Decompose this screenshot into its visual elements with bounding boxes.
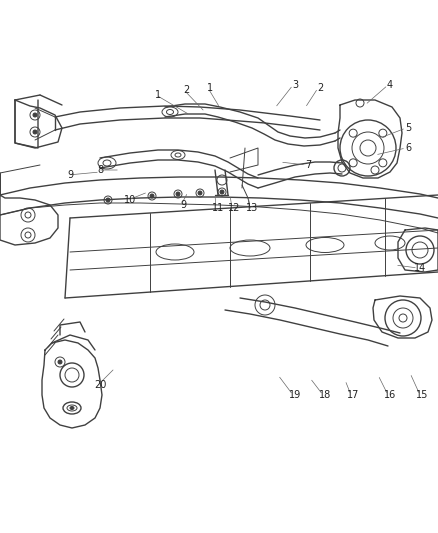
Text: 19: 19 (289, 390, 301, 400)
Text: 15: 15 (416, 390, 428, 400)
Circle shape (150, 194, 154, 198)
Text: 10: 10 (124, 195, 136, 205)
Circle shape (58, 360, 62, 364)
Text: 2: 2 (317, 83, 323, 93)
Text: 6: 6 (405, 143, 411, 153)
Circle shape (33, 130, 37, 134)
Circle shape (198, 191, 202, 195)
Text: 12: 12 (228, 203, 240, 213)
Circle shape (176, 192, 180, 196)
Text: 11: 11 (212, 203, 224, 213)
Text: 3: 3 (292, 80, 298, 90)
Text: 1: 1 (155, 90, 161, 100)
Text: 4: 4 (387, 80, 393, 90)
Text: 14: 14 (414, 263, 426, 273)
Text: 20: 20 (94, 380, 106, 390)
Text: 2: 2 (183, 85, 189, 95)
Text: 9: 9 (180, 200, 186, 210)
Text: 5: 5 (405, 123, 411, 133)
Circle shape (33, 113, 37, 117)
Text: 9: 9 (67, 170, 73, 180)
Ellipse shape (70, 407, 74, 409)
Text: 7: 7 (305, 160, 311, 170)
Text: 8: 8 (97, 165, 103, 175)
Text: 16: 16 (384, 390, 396, 400)
Text: 1: 1 (207, 83, 213, 93)
Text: 18: 18 (319, 390, 331, 400)
Text: 17: 17 (347, 390, 359, 400)
Text: 13: 13 (246, 203, 258, 213)
Circle shape (220, 190, 224, 194)
Circle shape (106, 198, 110, 202)
